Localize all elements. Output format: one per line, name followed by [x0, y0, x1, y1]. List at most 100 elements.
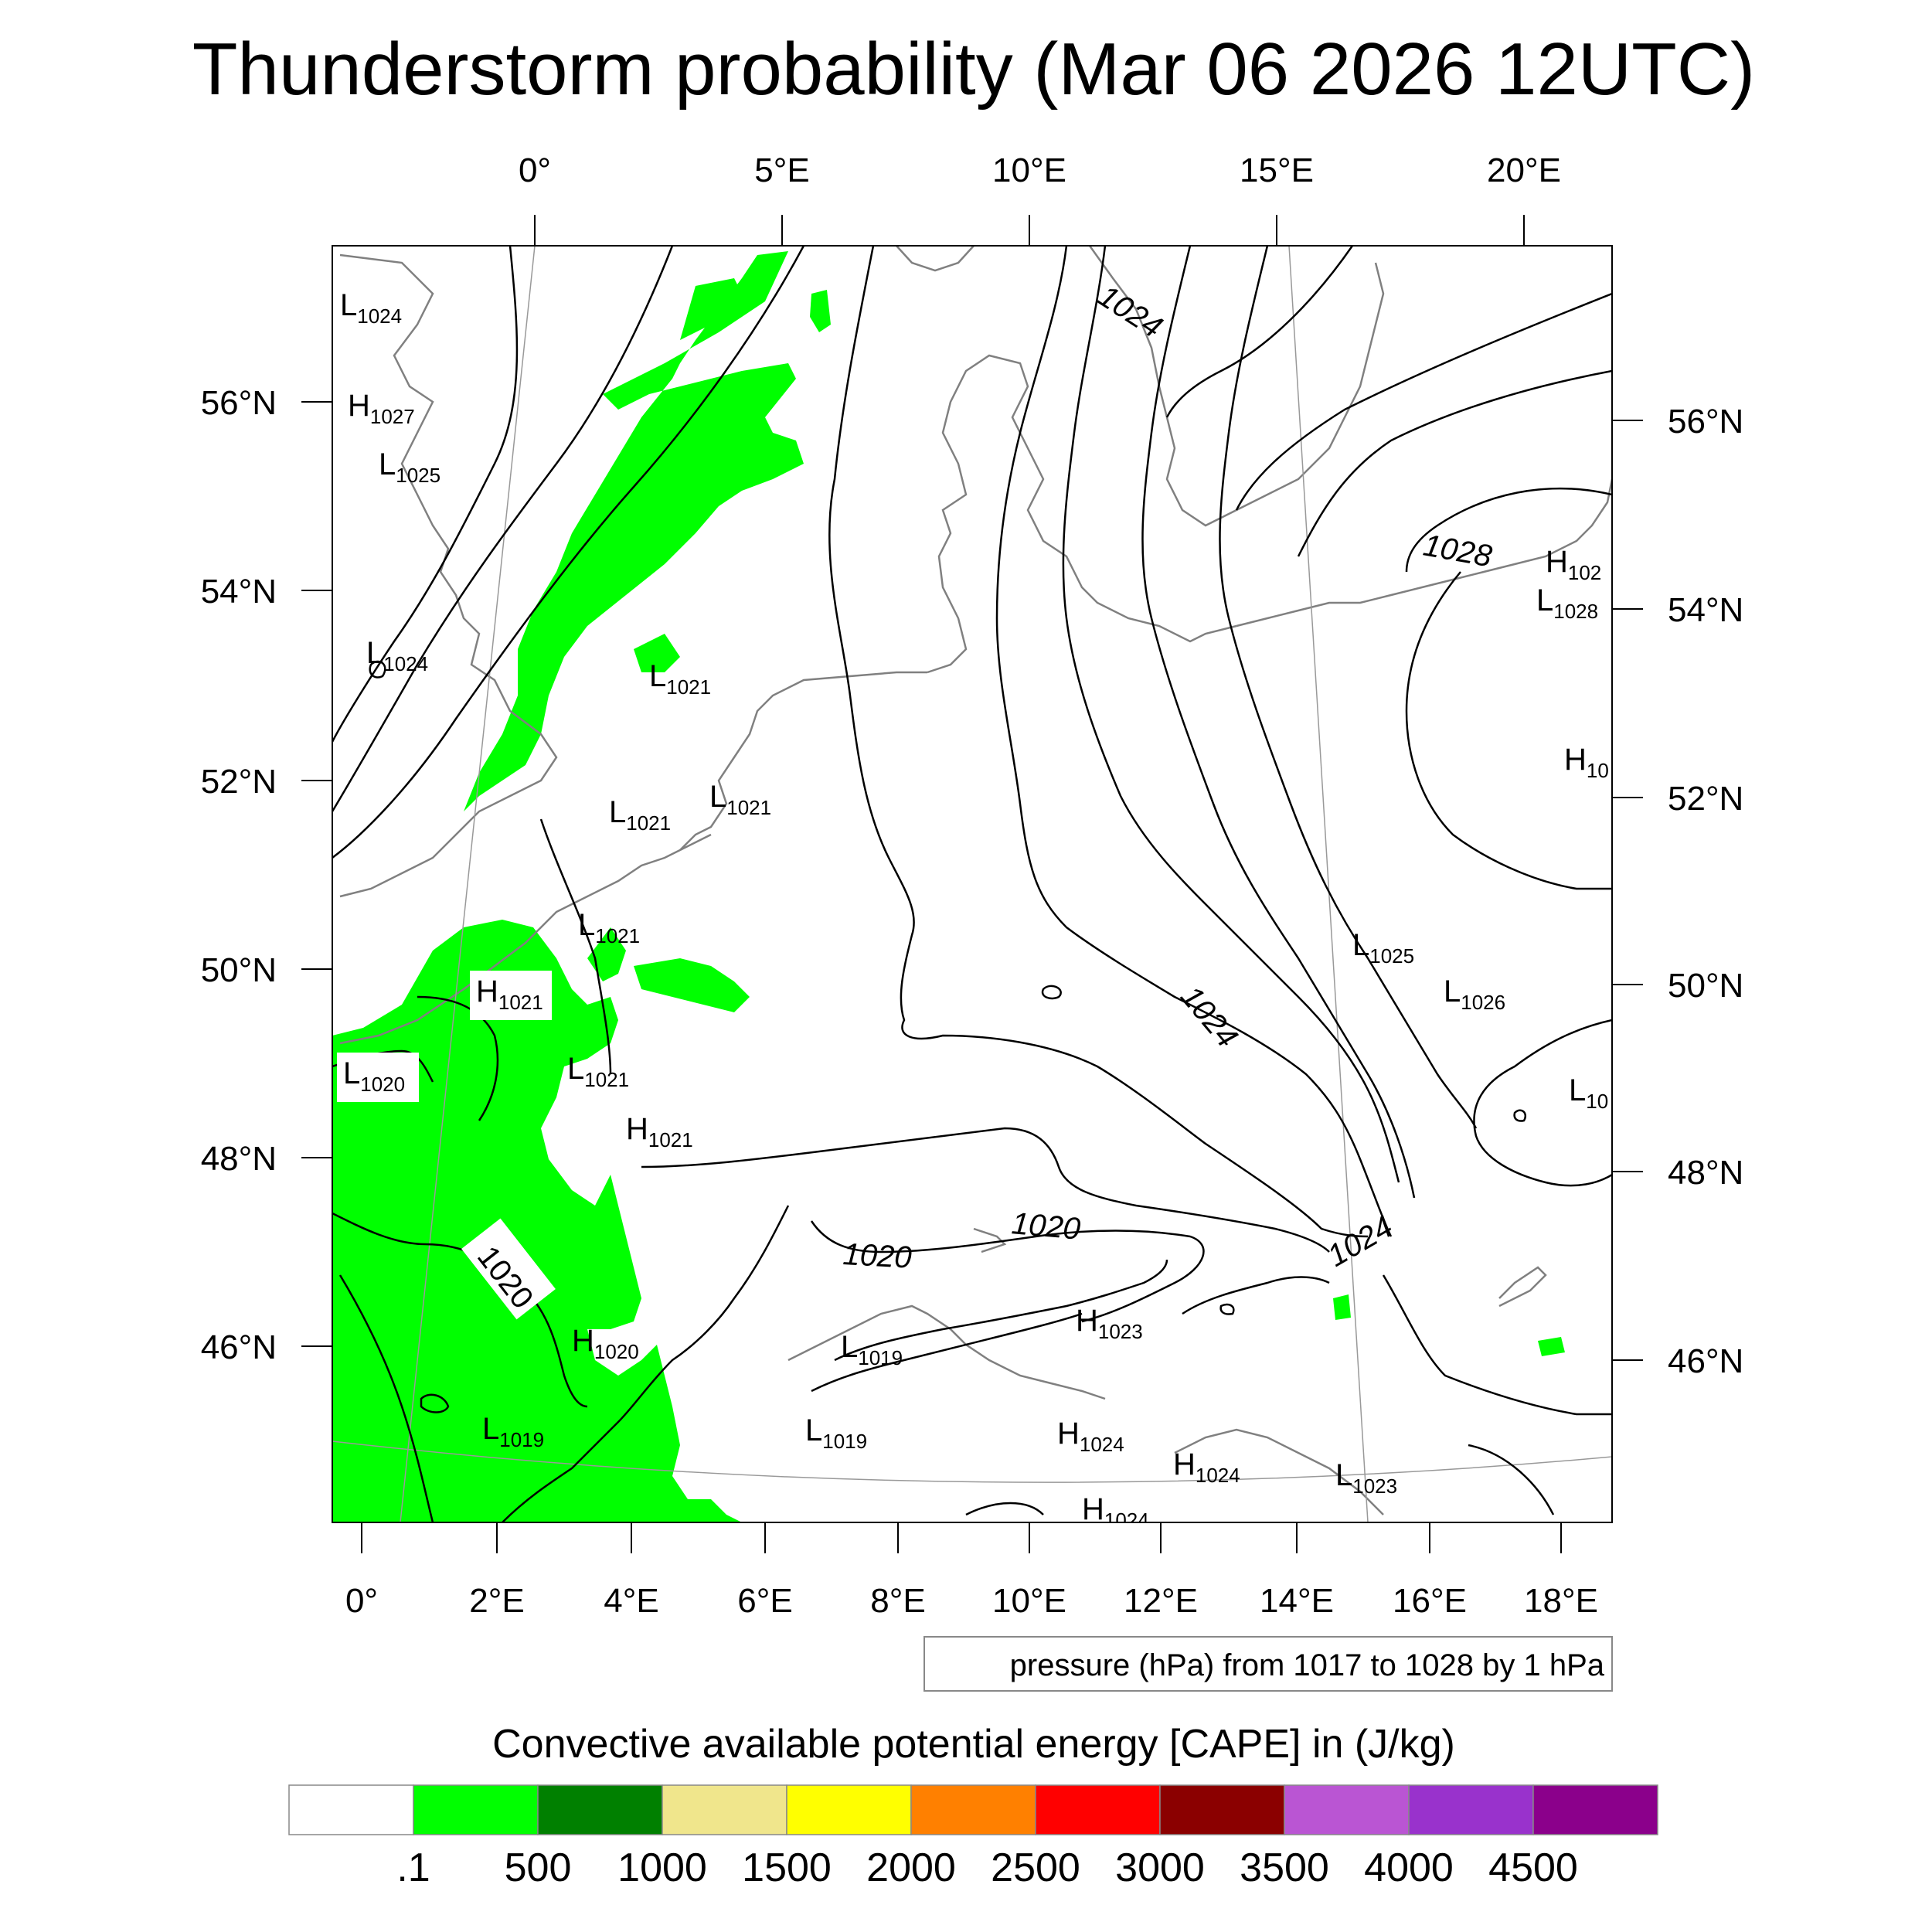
isobar-g	[1141, 246, 1416, 1199]
pressure-value: 1024	[1196, 1464, 1240, 1487]
pressure-type: L	[343, 1056, 360, 1090]
pressure-label: L1019	[482, 1412, 544, 1451]
colorbar-box	[1284, 1784, 1410, 1835]
pressure-type: H	[476, 975, 498, 1009]
colorbar-labels: .1 500 1000 1500 2000 2500 3000 3500 4000 4500	[396, 1845, 1578, 1890]
colorbar-label: 3000	[1115, 1845, 1205, 1890]
colorbar-title: Convective available potential energy [C…	[492, 1722, 1455, 1767]
pressure-value: 1024	[1080, 1433, 1124, 1456]
pressure-value: 102	[1568, 561, 1601, 584]
isobar-r	[810, 1220, 1205, 1323]
pressure-value: 1025	[396, 464, 440, 487]
top-lon-label: 15°E	[1240, 151, 1314, 189]
pressure-label: L1020	[343, 1056, 405, 1096]
left-lat-label: 52°N	[201, 763, 277, 801]
right-lat-label: 52°N	[1668, 780, 1743, 818]
pressure-type: L	[340, 288, 357, 322]
left-lat-label: 48°N	[201, 1140, 277, 1178]
colorbar-label: 1000	[617, 1845, 707, 1890]
colorbar-box	[786, 1784, 912, 1835]
pressure-label: H1027	[348, 389, 415, 428]
pressure-label: H1024	[1173, 1447, 1240, 1487]
pressure-type: L	[379, 447, 396, 481]
isobar-o	[1382, 1274, 1612, 1416]
cape-field	[332, 251, 1565, 1522]
pressure-value: 10	[1586, 1090, 1608, 1113]
isobar-value-label: 1024	[1174, 980, 1244, 1054]
isobar-e	[995, 246, 1393, 1237]
coast-netherlands	[679, 671, 927, 851]
coast-france-north	[339, 833, 712, 1045]
isobar-w	[338, 1274, 434, 1522]
coast-gulf	[1498, 1266, 1547, 1308]
bottom-lon-label: 8°E	[870, 1582, 925, 1620]
pressure-value: 1021	[584, 1068, 629, 1091]
coast-germany-denmark	[927, 354, 1237, 674]
pressure-label: L1019	[841, 1330, 903, 1369]
isobar-c	[332, 246, 805, 859]
pressure-type: L	[1335, 1458, 1352, 1492]
pressure-value: 1028	[1553, 600, 1598, 623]
pressure-value: 1024	[383, 652, 428, 675]
isobar-m	[1405, 571, 1612, 890]
pressure-label: H1023	[1076, 1304, 1143, 1343]
pressure-value: 1021	[726, 796, 771, 819]
isobar-value-label: 1020	[842, 1237, 913, 1275]
isobar-adriatic-2	[1468, 1444, 1555, 1515]
colorbar-box	[537, 1784, 663, 1835]
graticule	[332, 246, 1612, 1522]
cape-region-east	[1538, 1337, 1565, 1356]
top-lon-label: 10°E	[992, 151, 1066, 189]
isobar-value-label: 1028	[1420, 529, 1495, 574]
isobar-l	[1405, 487, 1612, 573]
bottom-lon-label: 18°E	[1524, 1582, 1598, 1620]
bottom-lon-label: 2°E	[469, 1582, 524, 1620]
pressure-value: 1021	[666, 675, 711, 699]
pressure-label: H1024	[1057, 1417, 1124, 1456]
isobar-j	[1235, 292, 1612, 511]
info-box-text: pressure (hPa) from 1017 to 1028 by 1 hP…	[1010, 1648, 1605, 1682]
colorbar-box	[1408, 1784, 1534, 1835]
isobars	[332, 246, 1612, 1522]
colorbar-label: 4000	[1364, 1845, 1454, 1890]
bottom-lon-label: 12°E	[1124, 1582, 1198, 1620]
coast-britain	[339, 253, 558, 898]
pressure-type: L	[841, 1330, 858, 1364]
cape-region-norway-blob	[810, 290, 831, 332]
meridian-15e	[1288, 246, 1369, 1522]
pressure-label-box	[470, 971, 552, 1020]
pressure-type: H	[1082, 1492, 1104, 1526]
left-lat-label: 54°N	[201, 573, 277, 611]
isobar-b	[332, 246, 674, 812]
colorbar-label: 4500	[1488, 1845, 1578, 1890]
pressure-value: 1020	[360, 1073, 405, 1096]
cape-region-west	[332, 920, 742, 1522]
pressure-type: H	[1057, 1417, 1080, 1451]
isobar-d	[828, 246, 1369, 1238]
pressure-label: L1019	[805, 1413, 867, 1453]
isobar-h	[1219, 246, 1478, 1129]
pressure-value: 1025	[1369, 944, 1414, 968]
top-lon-label: 20°E	[1487, 151, 1561, 189]
pressure-label: H1020	[572, 1324, 639, 1363]
colorbar-box	[910, 1784, 1036, 1835]
pressure-label: L1024	[340, 288, 402, 328]
map-panel: L1024 H1027 L1025 L1024 L1021 L1021 L102…	[332, 245, 1613, 1526]
isobar-y	[539, 818, 612, 1075]
colorbar-box	[662, 1784, 787, 1835]
bottom-lon-label: 16°E	[1393, 1582, 1467, 1620]
isobar-k	[1297, 369, 1612, 557]
bottom-lon-label: 0°	[345, 1582, 378, 1620]
colorbar-label: 500	[505, 1845, 572, 1890]
right-lat-label: 46°N	[1668, 1342, 1743, 1380]
info-box-frame	[923, 1636, 1613, 1692]
colorbar-label: 2000	[866, 1845, 956, 1890]
isobar-small-2	[420, 1393, 450, 1413]
left-lat-label: 50°N	[201, 951, 277, 989]
isobar-f	[1062, 246, 1400, 1183]
pressure-type: H	[572, 1324, 594, 1358]
axis-tick-labels: 0° 5°E 10°E 15°E 20°E 0° 2°E 4°E 6°E 8°E…	[201, 151, 1744, 1620]
isobar-small-3	[1219, 1303, 1235, 1315]
pressure-type: H	[1173, 1447, 1196, 1481]
